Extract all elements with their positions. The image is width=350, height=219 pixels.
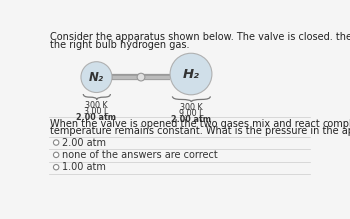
Text: Consider the apparatus shown below. The valve is closed. the left bulb contains : Consider the apparatus shown below. The … (50, 32, 350, 42)
Circle shape (170, 53, 212, 95)
Circle shape (54, 140, 59, 145)
Text: 9.00 L: 9.00 L (179, 109, 203, 118)
Circle shape (81, 62, 112, 92)
Text: 2.00 atm: 2.00 atm (171, 115, 211, 124)
Text: none of the answers are correct: none of the answers are correct (62, 150, 218, 160)
Text: 2.00 atm: 2.00 atm (62, 138, 106, 148)
Circle shape (54, 164, 59, 170)
Text: 300 K: 300 K (85, 101, 108, 110)
Text: 3.00 L: 3.00 L (84, 107, 108, 116)
Text: H₂: H₂ (183, 67, 200, 81)
Circle shape (137, 73, 145, 81)
Text: temperature remains constant. What is the pressure in the apparatus after the ch: temperature remains constant. What is th… (50, 126, 350, 136)
Circle shape (54, 152, 59, 157)
Text: 300 K: 300 K (180, 103, 202, 112)
Text: completely: completely (323, 119, 350, 129)
Text: When the valve is opened the two gases mix and react: When the valve is opened the two gases m… (50, 119, 323, 129)
Text: 2.00 atm: 2.00 atm (76, 113, 117, 122)
Text: the right bulb hydrogen gas.: the right bulb hydrogen gas. (50, 40, 189, 50)
Text: 1.00 atm: 1.00 atm (62, 162, 106, 172)
Text: N₂: N₂ (89, 71, 104, 84)
